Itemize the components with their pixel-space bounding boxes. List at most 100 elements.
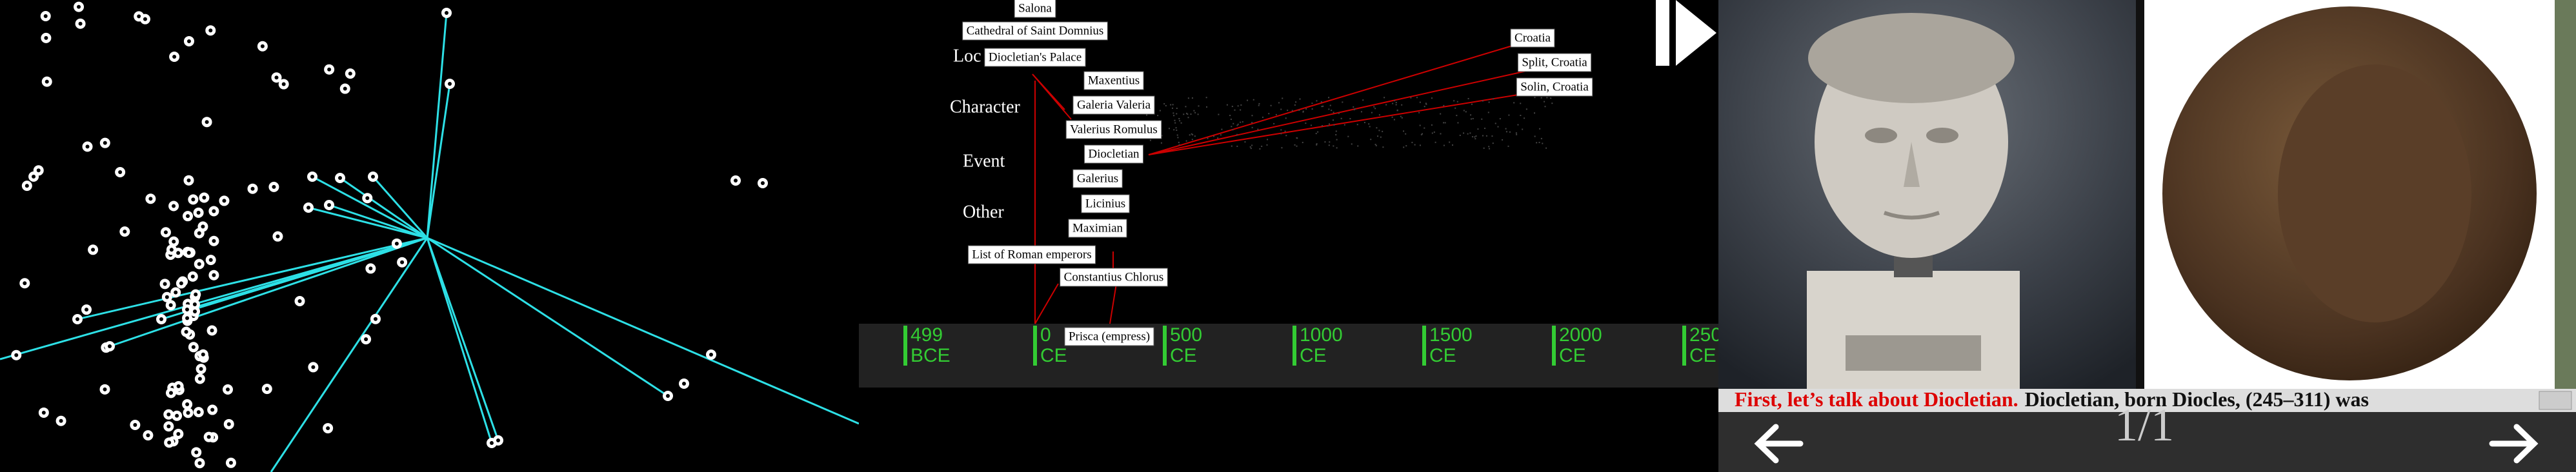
- graph-node-center: [250, 186, 255, 191]
- event-dot: [1285, 117, 1287, 119]
- event-dot: [1425, 103, 1427, 104]
- entity-box[interactable]: [1083, 71, 1144, 90]
- graph-node-center: [172, 54, 177, 59]
- event-dot: [1374, 108, 1376, 110]
- event-dot: [1232, 129, 1234, 131]
- event-dot: [1472, 117, 1474, 119]
- graph-node-center: [75, 317, 79, 321]
- event-dot: [1236, 124, 1238, 126]
- entity-box[interactable]: [1065, 120, 1162, 139]
- graph-node-center: [167, 440, 172, 445]
- entity-box[interactable]: [962, 21, 1108, 41]
- event-dot: [1534, 135, 1536, 137]
- entity-label[interactable]: Diocletian: [1088, 147, 1140, 161]
- event-dot: [1443, 144, 1445, 146]
- event-dot: [1505, 131, 1507, 133]
- entity-box[interactable]: [967, 245, 1096, 264]
- event-dot: [1433, 131, 1435, 133]
- event-dot: [1207, 137, 1209, 139]
- event-dot: [1316, 100, 1318, 102]
- entity-box[interactable]: [1072, 169, 1123, 188]
- event-dot: [1425, 103, 1427, 105]
- event-dot: [1524, 117, 1525, 119]
- graph-node-center: [118, 170, 123, 174]
- caption-bar: [1718, 389, 2576, 412]
- graph-node-center: [163, 230, 168, 235]
- entity-box[interactable]: [1068, 219, 1127, 238]
- tick-era: CE: [1170, 345, 1197, 366]
- event-dot: [1179, 120, 1181, 122]
- caption-scroll[interactable]: [2539, 391, 2572, 410]
- entity-box[interactable]: [1081, 194, 1130, 213]
- entity-label[interactable]: Salona: [1018, 1, 1052, 15]
- event-dot: [1443, 104, 1445, 106]
- graph-node-center: [148, 197, 153, 201]
- graph-edge: [77, 237, 428, 320]
- graph-node-center: [208, 258, 213, 262]
- event-dot: [1499, 118, 1501, 120]
- play-button[interactable]: [1656, 0, 1716, 66]
- entity-label[interactable]: Prisca (empress): [1069, 329, 1150, 343]
- entity-box[interactable]: [1060, 268, 1168, 287]
- graph-node-center: [310, 175, 314, 179]
- event-dot: [1294, 144, 1296, 146]
- event-dot: [1328, 97, 1330, 99]
- entity-label[interactable]: Croatia: [1514, 31, 1551, 44]
- event-dot: [1465, 111, 1467, 113]
- next-arrow[interactable]: [2489, 424, 2539, 464]
- event-dot: [1221, 128, 1223, 130]
- entity-box[interactable]: [1516, 77, 1593, 97]
- graph-edge: [426, 12, 448, 239]
- graph-node-center: [265, 387, 269, 391]
- event-dot: [1172, 112, 1174, 114]
- graph-node-center: [91, 248, 96, 252]
- event-dot: [1249, 146, 1251, 148]
- entity-box[interactable]: [1072, 95, 1155, 115]
- entity-box[interactable]: [1083, 144, 1144, 164]
- entity-label[interactable]: Solin, Croatia: [1520, 80, 1589, 93]
- event-dot: [1394, 100, 1396, 102]
- entity-box[interactable]: [1517, 53, 1592, 72]
- prev-arrow[interactable]: [1754, 424, 1804, 464]
- event-dot: [1422, 133, 1424, 135]
- entity-label[interactable]: Maximian: [1072, 221, 1123, 235]
- tick-year: 2000: [1559, 324, 1602, 346]
- event-dot: [1534, 112, 1536, 114]
- graph-node-center: [400, 260, 405, 264]
- event-dot: [1226, 104, 1228, 106]
- entity-label[interactable]: Cathedral of Saint Domnius: [967, 24, 1104, 37]
- entity-box[interactable]: [1064, 327, 1154, 346]
- event-dot: [1456, 115, 1458, 117]
- event-dot: [1538, 141, 1540, 143]
- entity-label[interactable]: Constantius Chlorus: [1064, 270, 1164, 284]
- event-dot: [1384, 97, 1385, 99]
- entity-label[interactable]: Galeria Valeria: [1077, 98, 1151, 112]
- graph-node-center: [208, 28, 213, 33]
- entity-box[interactable]: [1014, 0, 1056, 18]
- graph-node-center: [394, 241, 399, 246]
- event-dot: [1431, 132, 1433, 134]
- entity-label[interactable]: Licinius: [1085, 197, 1125, 210]
- entity-label[interactable]: Diocletian's Palace: [989, 50, 1082, 64]
- event-dot: [1482, 100, 1484, 102]
- event-dot: [1401, 117, 1403, 119]
- graph-node-center: [281, 82, 286, 86]
- graph-edge: [426, 237, 499, 441]
- graph-node-center: [191, 197, 196, 202]
- bust-image: [1718, 0, 2136, 389]
- entity-label[interactable]: Valerius Romulus: [1070, 123, 1158, 136]
- entity-label[interactable]: List of Roman emperors: [972, 248, 1091, 261]
- axis-tick: [1552, 326, 1556, 366]
- event-dot: [1316, 143, 1318, 145]
- entity-label[interactable]: Split, Croatia: [1522, 55, 1587, 69]
- entity-box[interactable]: [1510, 28, 1555, 48]
- event-dot: [1546, 97, 1548, 99]
- entity-label[interactable]: Galerius: [1077, 172, 1118, 185]
- event-dot: [1320, 101, 1322, 103]
- event-dot: [1470, 118, 1472, 120]
- entity-box[interactable]: [984, 48, 1086, 67]
- event-dot: [1176, 134, 1178, 136]
- event-dot: [1183, 113, 1185, 115]
- graph-node-center: [226, 387, 230, 391]
- entity-label[interactable]: Maxentius: [1088, 74, 1140, 87]
